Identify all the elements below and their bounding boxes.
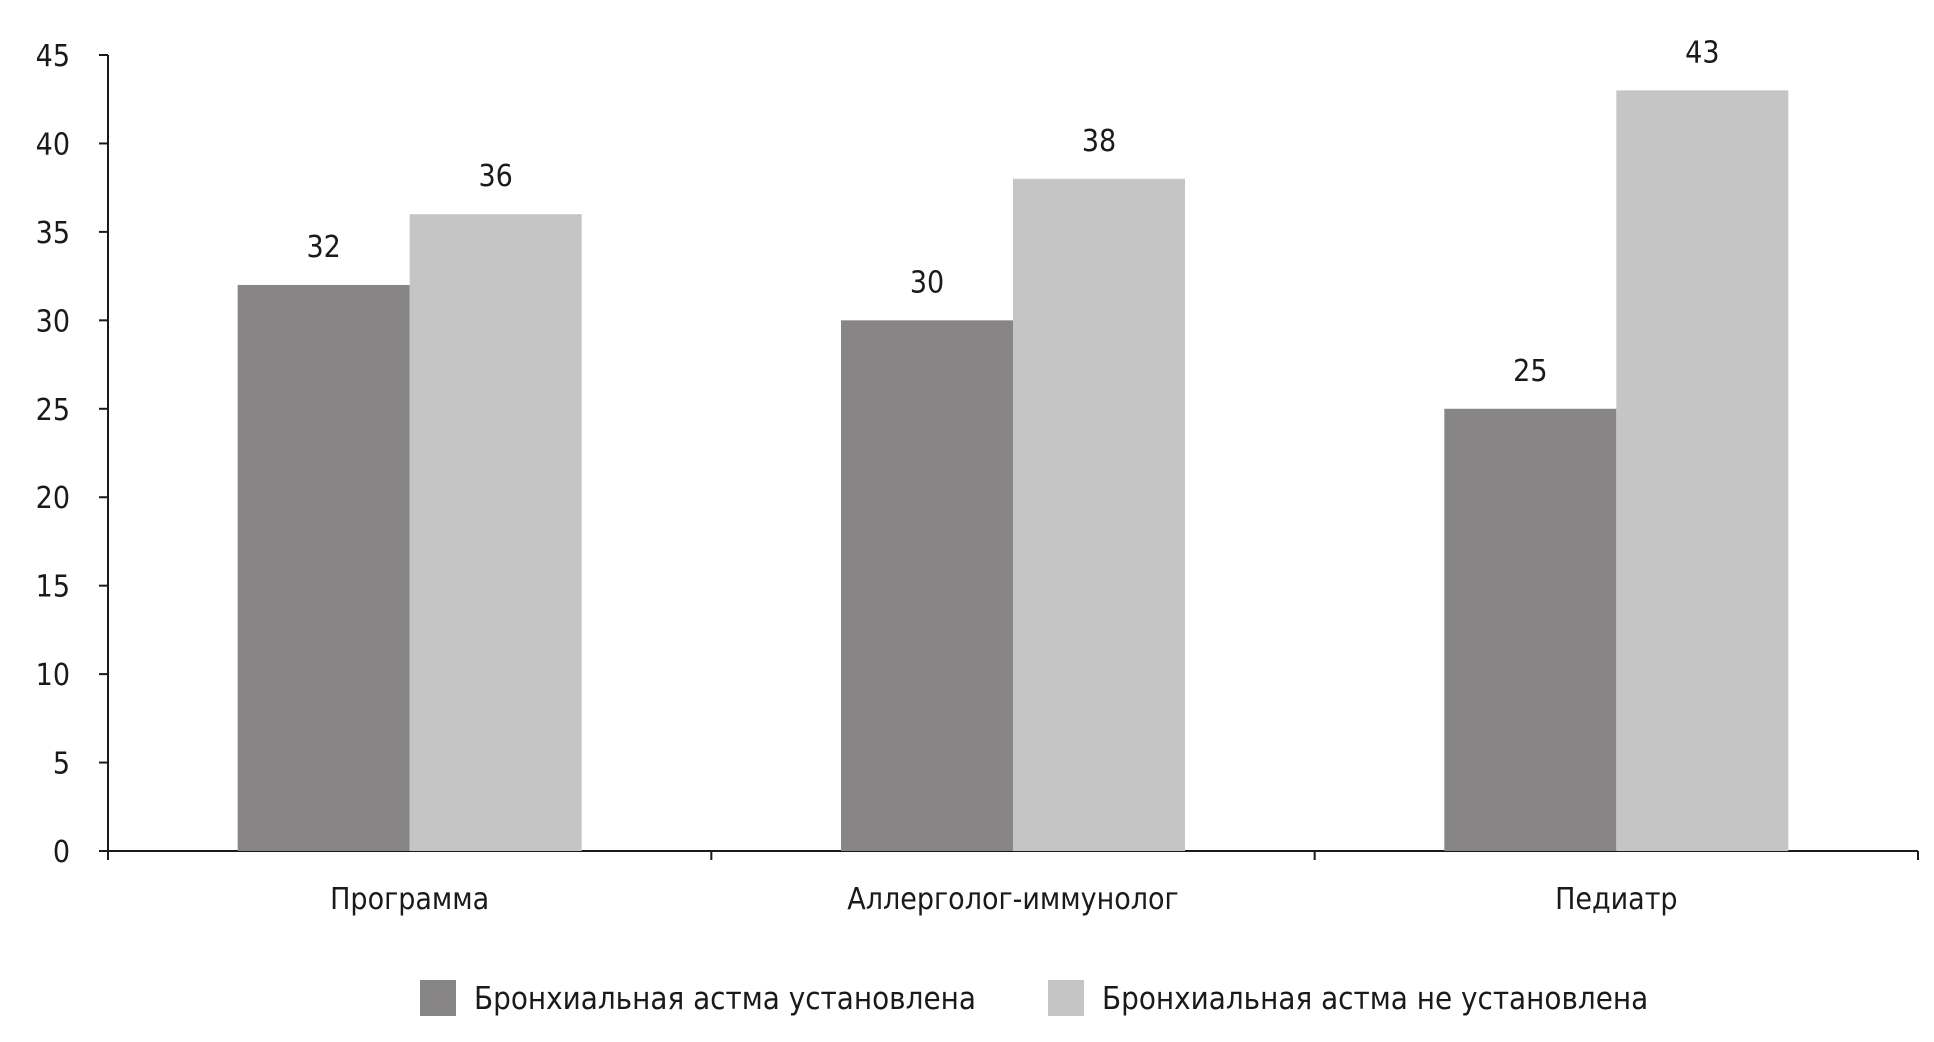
y-tick-label: 45: [36, 39, 70, 74]
bar-established-2: [1444, 408, 1617, 851]
y-tick-label: 10: [36, 658, 70, 693]
y-axis: 0 5 10 15 20 25 30 35 40 45: [36, 39, 109, 870]
bar-established-0: [237, 284, 410, 851]
bars: [237, 90, 1789, 852]
category-label-2: Педиатр: [1555, 882, 1678, 917]
y-tick-label: 40: [36, 127, 70, 162]
y-tick-label: 35: [36, 216, 70, 251]
bar-not-established-2: [1616, 90, 1789, 851]
bar-not-established-1: [1013, 178, 1185, 852]
y-tick-label: 25: [36, 393, 70, 428]
legend-label-1: Бронхиальная астма не установлена: [1102, 981, 1648, 1017]
legend: Бронхиальная астма установлена Бронхиальн…: [420, 980, 1648, 1017]
data-label: 32: [306, 230, 340, 265]
y-tick-label: 30: [36, 304, 70, 339]
data-label: 25: [1513, 354, 1547, 389]
data-label: 38: [1082, 124, 1116, 159]
data-label: 36: [478, 159, 512, 194]
y-tick-label: 15: [36, 570, 70, 605]
bar-not-established-0: [409, 214, 582, 851]
data-label: 30: [910, 265, 944, 300]
y-tick-label: 20: [36, 481, 70, 516]
legend-swatch-1: [1048, 980, 1084, 1016]
y-tick-label: 5: [53, 747, 70, 782]
legend-label-0: Бронхиальная астма установлена: [474, 981, 976, 1017]
y-tick-label: 0: [53, 835, 70, 870]
data-labels: 32 36 30 38 25 43: [306, 35, 1719, 388]
legend-swatch-0: [420, 980, 456, 1016]
category-label-0: Программа: [330, 882, 489, 917]
x-axis: Программа Аллерголог-иммунолог Педиатр: [107, 850, 1919, 917]
data-label: 43: [1685, 35, 1719, 70]
category-label-1: Аллерголог-иммунолог: [847, 882, 1178, 917]
bar-established-1: [841, 320, 1013, 851]
